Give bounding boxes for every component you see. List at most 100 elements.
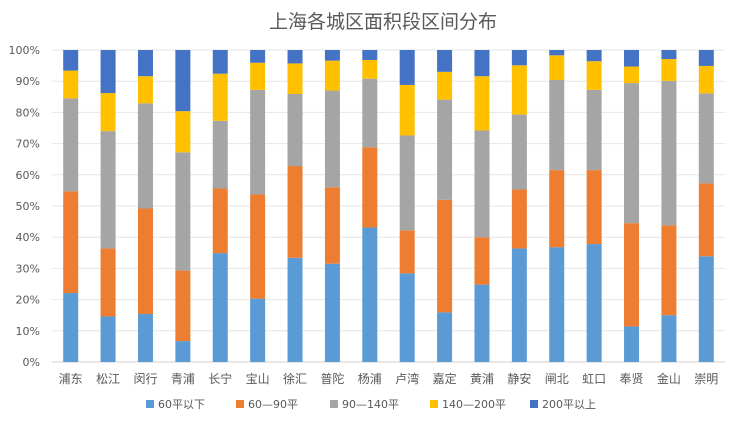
x-tick-label: 崇明 [694, 372, 718, 386]
bar-segment-浦东-4 [63, 50, 79, 71]
bar-segment-徐汇-4 [287, 50, 303, 64]
bar-segment-宝山-0 [250, 298, 266, 362]
bar-segment-金山-1 [661, 225, 677, 316]
bar-segment-虹口-0 [586, 244, 602, 362]
bar-segment-闵行-3 [137, 76, 153, 104]
x-tick-label: 松江 [96, 372, 120, 386]
bar-segment-崇明-4 [698, 50, 714, 66]
bar-segment-徐汇-0 [287, 257, 303, 362]
bar-segment-静安-3 [511, 65, 527, 115]
bar-segment-长宁-4 [212, 50, 228, 74]
bar-segment-静安-1 [511, 189, 527, 249]
legend-item: 90—140平 [330, 398, 399, 411]
bar-segment-奉贤-2 [624, 83, 640, 224]
legend-label: 60平以下 [158, 398, 205, 411]
legend-label: 90—140平 [342, 398, 399, 411]
bar-segment-青浦-4 [175, 50, 191, 112]
bar-segment-普陀-0 [324, 263, 340, 362]
bar-segment-长宁-2 [212, 120, 228, 189]
legend-item: 60平以下 [146, 398, 205, 411]
bar-segment-闸北-4 [549, 50, 565, 56]
bar-segment-青浦-0 [175, 341, 191, 362]
bar-segment-黄浦-2 [474, 130, 490, 238]
bar-segment-普陀-1 [324, 187, 340, 264]
bar-segment-嘉定-4 [437, 50, 453, 72]
bar-segment-奉贤-4 [624, 50, 640, 67]
legend-swatch [330, 400, 338, 408]
bar-segment-虹口-1 [586, 170, 602, 245]
x-tick-label: 静安 [507, 371, 531, 386]
legend-swatch [146, 400, 154, 408]
x-tick-label: 闸北 [545, 372, 569, 386]
legend-swatch [530, 400, 538, 408]
legend-item: 60—90平 [236, 398, 298, 411]
y-tick-label: 30% [16, 262, 40, 275]
y-tick-label: 10% [16, 325, 40, 338]
bar-segment-浦东-2 [63, 98, 79, 192]
chart-title: 上海各城区面积段区间分布 [269, 11, 497, 33]
bar-segment-奉贤-3 [624, 66, 640, 84]
x-tick-label: 浦东 [59, 372, 83, 386]
bar-segment-徐汇-2 [287, 93, 303, 167]
bar-segment-闵行-4 [137, 50, 153, 77]
bar-segment-虹口-2 [586, 89, 602, 171]
bar-segment-闵行-0 [137, 313, 153, 362]
y-tick-label: 100% [9, 44, 40, 57]
bar-segment-普陀-2 [324, 90, 340, 188]
bar-segment-静安-4 [511, 50, 527, 66]
bar-segment-浦东-0 [63, 293, 79, 362]
bar-segment-杨浦-2 [362, 78, 378, 148]
x-tick-label: 金山 [657, 371, 681, 386]
bar-segment-普陀-4 [324, 50, 340, 61]
y-tick-label: 90% [16, 75, 40, 88]
bars [63, 50, 714, 362]
y-tick-label: 0% [23, 356, 40, 369]
bar-segment-黄浦-0 [474, 284, 490, 362]
bar-segment-松江-2 [100, 131, 116, 249]
bar-segment-黄浦-3 [474, 76, 490, 131]
x-tick-label: 宝山 [246, 372, 270, 386]
bar-segment-卢湾-2 [399, 135, 415, 231]
bar-segment-奉贤-1 [624, 223, 640, 327]
y-tick-label: 50% [16, 200, 40, 213]
bar-segment-松江-1 [100, 248, 116, 317]
legend-swatch [236, 400, 244, 408]
bar-segment-徐汇-1 [287, 166, 303, 258]
y-tick-label: 40% [16, 231, 40, 244]
x-tick-label: 青浦 [171, 372, 195, 386]
bar-segment-虹口-3 [586, 61, 602, 90]
bar-segment-崇明-0 [698, 256, 714, 362]
x-tick-label: 徐汇 [283, 371, 307, 386]
bar-segment-金山-3 [661, 59, 677, 81]
bar-segment-闸北-1 [549, 170, 565, 248]
x-axis: 浦东 松江 闵行 青浦 长宁 宝山 徐汇 普陀 杨浦 卢湾 嘉定 黄浦 静安 闸北 虹口 奉贤 金山 崇明 [59, 371, 719, 386]
bar-segment-闸北-0 [549, 247, 565, 362]
bar-segment-崇明-2 [698, 93, 714, 184]
bar-segment-卢湾-1 [399, 230, 415, 274]
bar-segment-金山-4 [661, 50, 677, 60]
bar-segment-闸北-3 [549, 55, 565, 80]
bar-segment-嘉定-0 [437, 312, 453, 362]
x-tick-label: 长宁 [208, 371, 232, 386]
legend-label: 60—90平 [248, 398, 298, 411]
bar-segment-金山-0 [661, 315, 677, 362]
bar-segment-奉贤-0 [624, 326, 640, 362]
bar-segment-杨浦-4 [362, 50, 378, 60]
bar-segment-崇明-1 [698, 183, 714, 257]
bar-segment-卢湾-4 [399, 50, 415, 85]
x-tick-label: 闵行 [133, 371, 157, 386]
bar-segment-黄浦-4 [474, 50, 490, 77]
bar-segment-杨浦-1 [362, 147, 378, 228]
bar-segment-静安-2 [511, 114, 527, 190]
x-tick-label: 奉贤 [620, 372, 644, 386]
bar-segment-嘉定-2 [437, 99, 453, 200]
bar-segment-宝山-4 [250, 50, 266, 63]
legend-label: 200平以上 [542, 398, 596, 411]
bar-segment-宝山-3 [250, 62, 266, 90]
bar-segment-崇明-3 [698, 65, 714, 94]
x-tick-label: 杨浦 [358, 371, 382, 386]
bar-segment-长宁-3 [212, 73, 228, 121]
bar-segment-松江-3 [100, 93, 116, 132]
bar-segment-闸北-2 [549, 79, 565, 171]
